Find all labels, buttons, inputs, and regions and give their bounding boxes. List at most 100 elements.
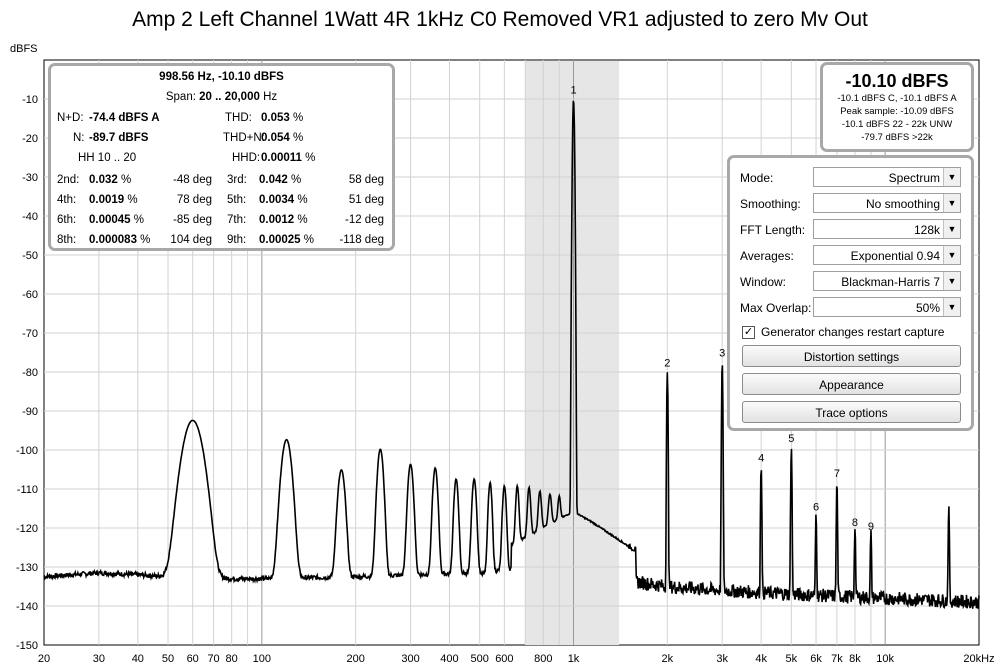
averages-row: Averages: Exponential 0.94 ▼ <box>740 245 965 267</box>
span-unit: Hz <box>263 91 278 103</box>
y-tick-label: -20 <box>22 133 38 145</box>
harmonic-marker: 4 <box>758 453 764 465</box>
chevron-down-icon[interactable]: ▼ <box>943 168 960 186</box>
chevron-down-icon[interactable]: ▼ <box>943 272 960 290</box>
thdn-label: THD+N: <box>223 132 265 144</box>
trace-options-button[interactable]: Trace options <box>742 401 961 423</box>
level-above-22k: -79.7 dBFS >22k <box>861 132 933 143</box>
harmonic-label: 5th: <box>227 194 247 206</box>
y-axis-label: dBFS <box>10 43 38 55</box>
y-tick-label: -70 <box>22 328 38 340</box>
harmonic-phase: 51 deg <box>348 194 384 206</box>
max-overlap-label: Max Overlap: <box>740 301 812 315</box>
harmonic-phase: -118 deg <box>339 234 384 246</box>
n-value: -89.7 dBFS <box>89 132 149 144</box>
x-tick-label: 70 <box>207 653 219 665</box>
chevron-down-icon[interactable]: ▼ <box>943 194 960 212</box>
harmonic-marker: 2 <box>664 357 670 369</box>
y-tick-label: -140 <box>16 601 38 613</box>
harmonic-value: 0.00025 <box>259 234 301 246</box>
max-overlap-value: 50% <box>915 301 940 315</box>
y-tick-label: -90 <box>22 406 38 418</box>
level-peak-sample: Peak sample: -10.09 dBFS <box>840 106 954 117</box>
distortion-readout-panel: 998.56 Hz, -10.10 dBFS Span: 20 .. 20,00… <box>48 63 395 251</box>
x-tick-label: 2k <box>662 653 674 665</box>
level-weighted: -10.1 dBFS C, -10.1 dBFS A <box>837 93 957 104</box>
level-main-value: -10.10 dBFS <box>845 71 949 91</box>
window-value: Blackman-Harris 7 <box>841 275 940 289</box>
fft-length-select[interactable]: 128k ▼ <box>813 219 961 239</box>
harmonic-marker: 6 <box>813 501 819 513</box>
x-tick-label: 7k <box>831 653 843 665</box>
averages-value: Exponential 0.94 <box>850 249 940 263</box>
harmonic-phase: -48 deg <box>172 174 212 186</box>
harmonic-unit: % <box>127 194 138 206</box>
x-tick-label: 5k <box>786 653 798 665</box>
x-tick-label: 30 <box>93 653 105 665</box>
y-tick-label: -130 <box>16 562 38 574</box>
harmonic-unit: % <box>297 214 308 226</box>
x-tick-label: 800 <box>534 653 552 665</box>
harmonic-readout: 0.0034 % <box>259 194 308 206</box>
max-overlap-select[interactable]: 50% ▼ <box>813 297 961 317</box>
harmonic-value: 0.032 <box>89 174 118 186</box>
y-tick-label: -120 <box>16 523 38 535</box>
harmonic-phase: 78 deg <box>176 194 212 206</box>
harmonic-readout: 0.032 % <box>89 174 131 186</box>
thd-label: THD: <box>225 112 252 124</box>
thdn-value: 0.054 <box>261 132 290 144</box>
distortion-settings-button[interactable]: Distortion settings <box>742 345 961 367</box>
generator-restart-label: Generator changes restart capture <box>761 325 945 339</box>
y-tick-label: -10 <box>22 94 38 106</box>
y-tick-label: -100 <box>16 445 38 457</box>
harmonic-unit: % <box>133 214 145 226</box>
mode-select[interactable]: Spectrum ▼ <box>813 167 961 187</box>
harmonic-label: 9th: <box>227 234 247 246</box>
hhd-unit: % <box>305 152 316 164</box>
x-tick-label: 60 <box>187 653 199 665</box>
fundamental-readout: 998.56 Hz, -10.10 dBFS <box>159 71 284 83</box>
averages-select[interactable]: Exponential 0.94 ▼ <box>813 245 961 265</box>
appearance-button[interactable]: Appearance <box>742 373 961 395</box>
smoothing-select[interactable]: No smoothing ▼ <box>813 193 961 213</box>
harmonic-marker: 5 <box>788 433 794 445</box>
span-value: 20 .. 20,000 <box>199 91 260 103</box>
nd-label: N+D: <box>57 112 84 124</box>
fft-length-value: 128k <box>913 223 940 237</box>
y-tick-label: -40 <box>22 211 38 223</box>
level-readout-panel: -10.10 dBFS -10.1 dBFS C, -10.1 dBFS A P… <box>820 62 974 152</box>
window-label: Window: <box>740 275 787 289</box>
nd-value: -74.4 dBFS A <box>89 112 160 124</box>
y-tick-label: -80 <box>22 367 38 379</box>
x-tick-label: 8k <box>849 653 861 665</box>
y-tick-label: -50 <box>22 250 38 262</box>
harmonic-value: 0.00045 <box>89 214 131 226</box>
thdn-unit: % <box>292 132 304 144</box>
fft-length-label: FFT Length: <box>740 223 806 237</box>
chevron-down-icon[interactable]: ▼ <box>943 298 960 316</box>
harmonic-marker: 3 <box>719 348 725 360</box>
generator-restart-checkbox[interactable]: ✓ <box>742 326 755 340</box>
harmonic-readout: 0.00025 % <box>259 234 314 246</box>
generator-restart-option[interactable]: ✓ Generator changes restart capture <box>742 325 945 340</box>
harmonic-label: 2nd: <box>57 174 80 186</box>
x-tick-label: 500 <box>471 653 489 665</box>
harmonic-label: 8th: <box>57 234 77 246</box>
harmonic-marker: 9 <box>868 521 874 533</box>
harmonic-label: 6th: <box>57 214 77 226</box>
chevron-down-icon[interactable]: ▼ <box>943 220 960 238</box>
chevron-down-icon[interactable]: ▼ <box>943 246 960 264</box>
chart-title: Amp 2 Left Channel 1Watt 4R 1kHz C0 Remo… <box>132 8 868 31</box>
level-unweighted: -10.1 dBFS 22 - 22k UNW <box>841 119 953 130</box>
x-tick-label: 20 <box>38 653 50 665</box>
x-tick-label: 20kHz <box>963 653 994 665</box>
harmonic-readout: 0.0012 % <box>259 214 308 226</box>
span-readout: Span: 20 .. 20,000 Hz <box>51 91 392 103</box>
x-tick-label: 4k <box>755 653 767 665</box>
harmonic-label: 4th: <box>57 194 77 206</box>
harmonic-marker: 7 <box>834 468 840 480</box>
x-tick-label: 400 <box>440 653 458 665</box>
harmonic-phase: 58 deg <box>348 174 384 186</box>
x-tick-label: 600 <box>495 653 513 665</box>
window-select[interactable]: Blackman-Harris 7 ▼ <box>813 271 961 291</box>
